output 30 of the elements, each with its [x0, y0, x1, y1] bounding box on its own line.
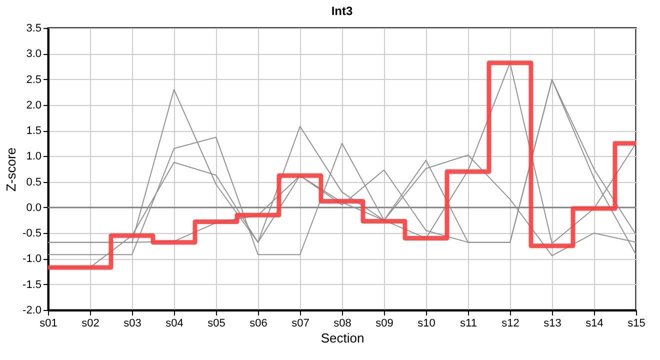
x-tick-label: s07 — [292, 318, 310, 330]
y-tick-label: -1.5 — [22, 278, 42, 291]
y-tick-label: 0.0 — [26, 202, 42, 214]
x-tick-label: s12 — [502, 318, 520, 330]
y-tick-label: 2.5 — [26, 74, 42, 86]
x-tick-label: s08 — [334, 318, 352, 330]
y-tick-label: 1.5 — [26, 125, 42, 138]
x-tick-label: s06 — [250, 318, 268, 330]
y-axis-title: Z-score — [4, 147, 19, 192]
y-tick-label: -2.0 — [22, 304, 42, 316]
x-tick-label: s10 — [418, 318, 436, 330]
x-tick-label: s01 — [40, 318, 58, 330]
x-tick-label: s02 — [82, 318, 100, 330]
x-tick-label: s09 — [376, 318, 394, 330]
chart-title: Int3 — [331, 4, 353, 18]
x-tick-label: s03 — [124, 318, 142, 330]
x-tick-label: s11 — [460, 318, 477, 330]
y-tick-label: -0.5 — [22, 228, 42, 240]
x-tick-label: s13 — [544, 318, 562, 330]
y-tick-label: 0.5 — [26, 176, 42, 188]
x-tick-label: s15 — [628, 318, 646, 330]
y-tick-label: 3.0 — [26, 48, 42, 60]
x-tick-label: s14 — [586, 318, 604, 330]
y-tick-label: -1.0 — [22, 253, 42, 266]
x-axis-title: Section — [320, 330, 364, 346]
y-tick-label: 3.5 — [26, 22, 42, 34]
x-tick-label: s04 — [166, 318, 184, 330]
y-tick-label: 2.0 — [26, 99, 42, 112]
y-tick-label: 1.0 — [26, 150, 42, 163]
x-tick-label: s05 — [208, 318, 226, 330]
